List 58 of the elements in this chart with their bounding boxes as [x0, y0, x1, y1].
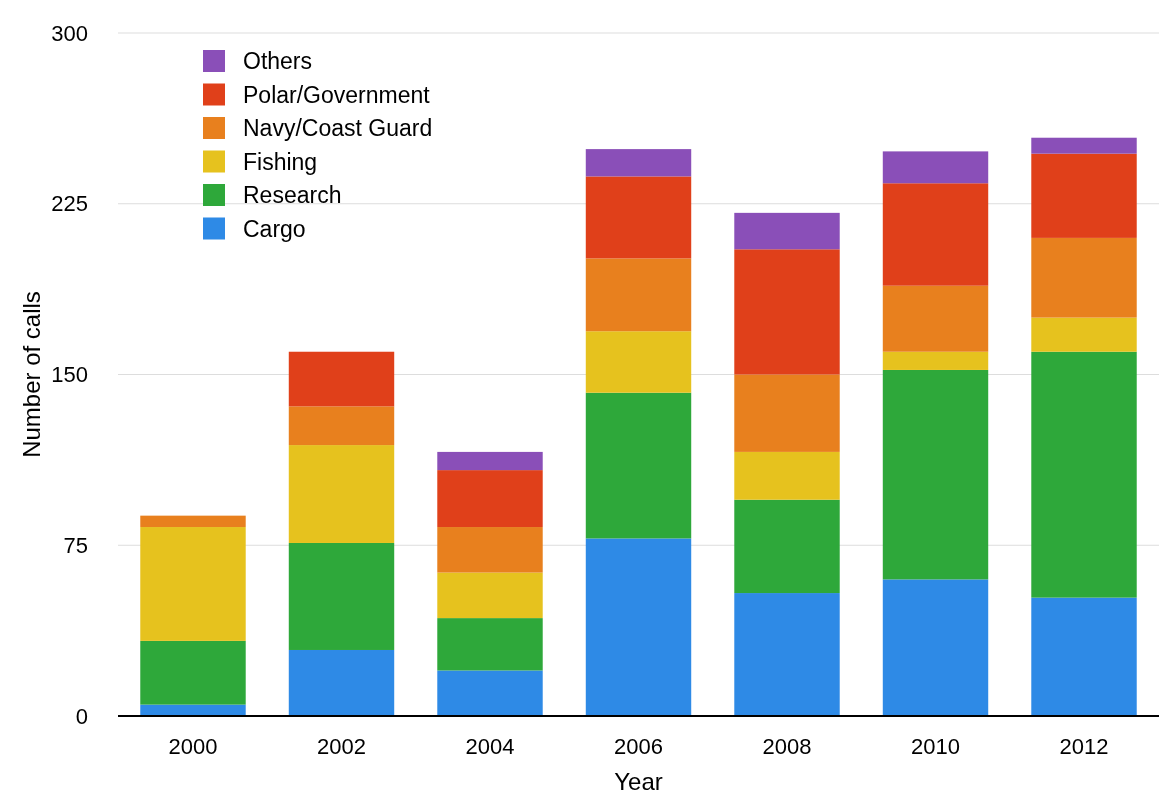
legend-label: Research: [243, 182, 342, 209]
bar: [140, 640, 246, 705]
legend-label: Polar/Government: [243, 81, 431, 108]
bar: [585, 149, 692, 177]
bar: [288, 649, 395, 716]
bar: [288, 406, 395, 446]
y-tick-label: 225: [51, 191, 88, 217]
y-tick-label: 75: [63, 532, 88, 558]
y-axis-title: Number of calls: [18, 291, 45, 458]
bar: [1031, 317, 1137, 352]
x-tick-label: 2010: [911, 734, 960, 759]
bar: [882, 351, 989, 370]
x-axis-title: Year: [614, 768, 663, 795]
x-tick-label: 2006: [614, 734, 663, 759]
y-tick-label: 0: [75, 703, 88, 729]
bar: [585, 392, 692, 539]
bar: [734, 249, 840, 375]
bar: [140, 515, 246, 528]
bar: [882, 151, 989, 184]
x-tick-label: 2000: [168, 734, 218, 759]
x-tick-label: 2004: [465, 734, 515, 759]
bar: [1031, 351, 1137, 598]
bar: [1031, 153, 1137, 238]
x-tick-label: 2008: [762, 734, 812, 759]
bar: [437, 470, 543, 528]
x-tick-label: 2002: [317, 734, 366, 759]
legend-label: Navy/Coast Guard: [243, 115, 433, 142]
bar: [1031, 237, 1137, 318]
bar: [734, 451, 840, 500]
bar: [1031, 137, 1137, 154]
bar: [882, 183, 989, 286]
legend-label: Cargo: [243, 215, 306, 242]
bar: [437, 618, 543, 671]
bar: [437, 670, 543, 716]
legend-label: Others: [243, 48, 313, 75]
x-tick-label: 2012: [1059, 734, 1109, 759]
bar: [1031, 597, 1137, 716]
bar: [882, 369, 989, 580]
bar: [288, 351, 395, 407]
bar: [734, 593, 840, 716]
bar: [288, 445, 395, 543]
y-tick-label: 150: [51, 362, 88, 388]
legend-label: Fishing: [243, 148, 318, 175]
bar: [585, 538, 692, 716]
bar: [585, 258, 692, 332]
bar: [437, 572, 543, 619]
bar: [585, 176, 692, 259]
bar: [288, 542, 395, 650]
bar: [437, 527, 543, 573]
bar: [585, 331, 692, 393]
bar: [882, 579, 989, 716]
bar: [734, 212, 840, 250]
y-tick-label: 300: [51, 20, 88, 46]
bar: [882, 285, 989, 352]
bar: [734, 499, 840, 594]
bar: [734, 374, 840, 452]
bar: [437, 451, 543, 471]
bar: [140, 527, 246, 641]
